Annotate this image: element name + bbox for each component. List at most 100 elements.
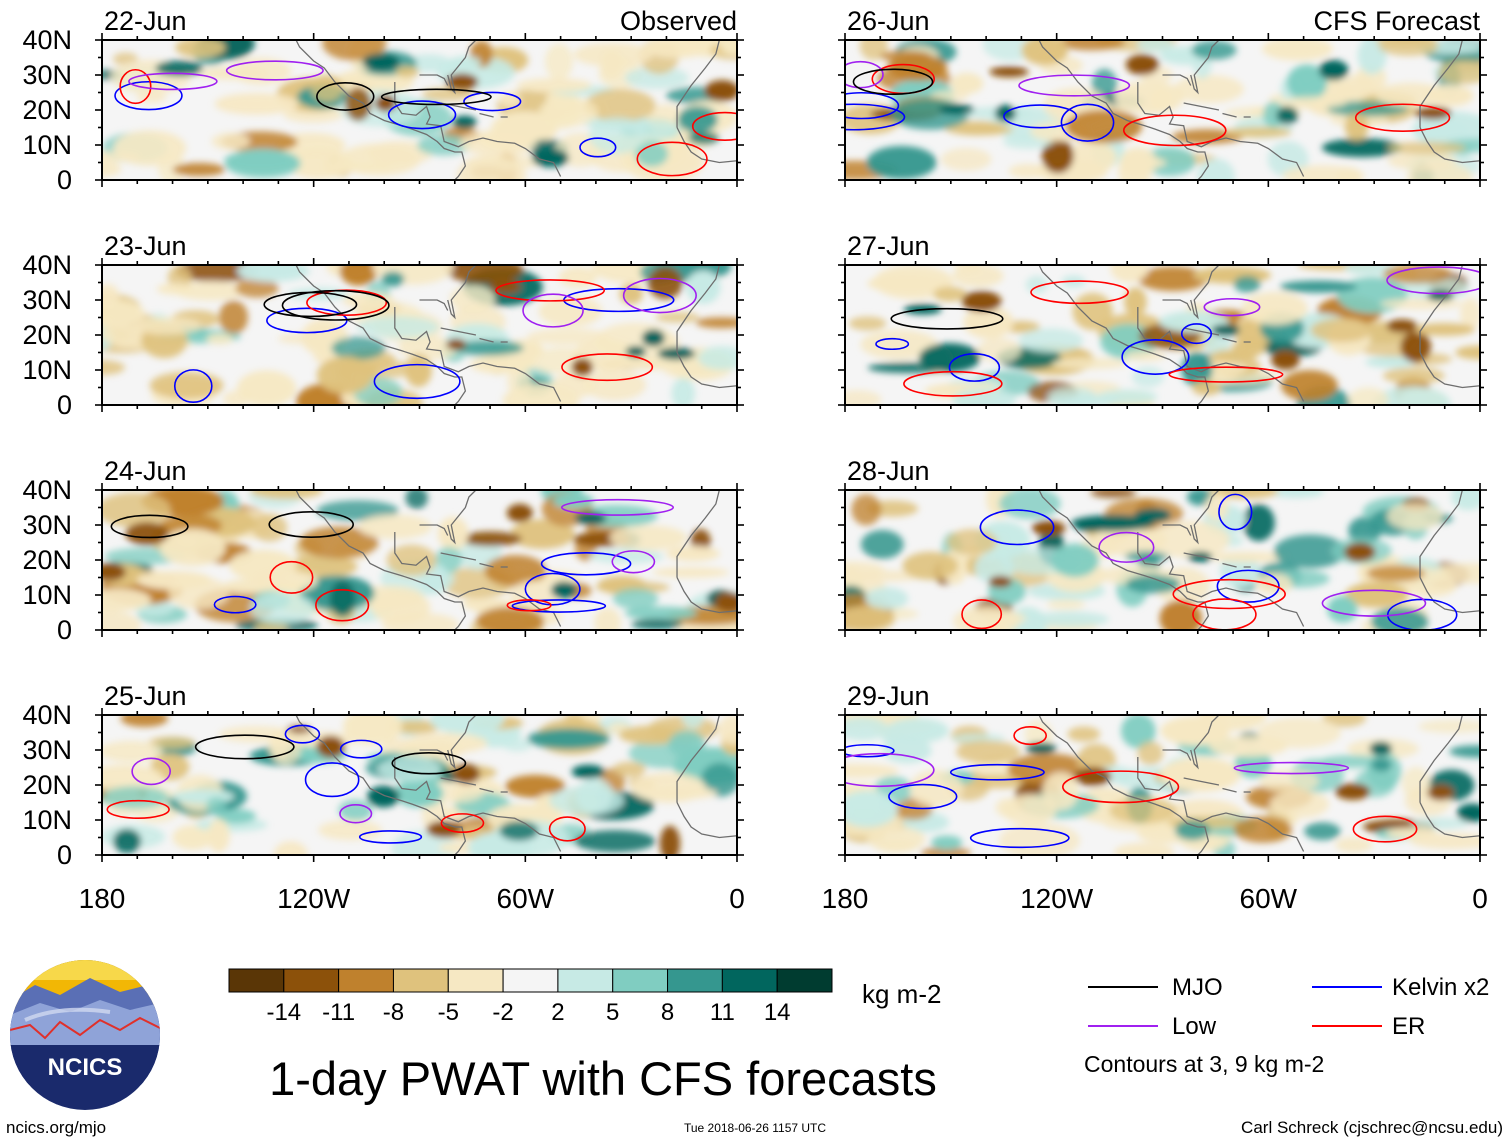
observed-label: Observed xyxy=(620,6,737,36)
colorbar-tick-label: 11 xyxy=(710,999,735,1026)
legend-label-low: Low xyxy=(1172,1013,1217,1040)
lat-tick-label: 40N xyxy=(22,700,72,730)
colorbar-swatch xyxy=(283,968,340,993)
pwat-anomaly-field xyxy=(845,490,1480,630)
panel-date-label: 29-Jun xyxy=(847,681,930,711)
colorbar-swatch xyxy=(776,968,833,993)
panel-28-Jun: 28-Jun xyxy=(838,456,1487,637)
colorbar-tick-label: -8 xyxy=(383,999,404,1026)
lon-tick-label: 180 xyxy=(822,883,869,914)
lon-tick-label: 0 xyxy=(1472,883,1488,914)
ncics-logo: NCICS xyxy=(10,960,160,1110)
forecast-label: CFS Forecast xyxy=(1313,6,1480,36)
lat-tick-label: 40N xyxy=(22,25,72,55)
lon-tick-label: 0 xyxy=(729,883,745,914)
wave-contours xyxy=(114,60,737,177)
panel-25-Jun: 40N 30N 20N 10N 0 25-Jun xyxy=(22,681,744,870)
lat-tick-label: 20N xyxy=(22,545,72,575)
lat-tick-label: 40N xyxy=(22,475,72,505)
colorbar-swatch xyxy=(721,968,778,993)
panel-date-label: 22-Jun xyxy=(104,6,187,36)
colorbar-swatch xyxy=(228,968,285,993)
colorbar-tick-label: 8 xyxy=(661,999,674,1026)
panel-26-Jun: 26-Jun CFS Forecast xyxy=(838,6,1487,187)
panel-date-label: 27-Jun xyxy=(847,231,930,261)
footer-url: ncics.org/mjo xyxy=(6,1118,106,1137)
lat-tick-label: 20N xyxy=(22,95,72,125)
panel-date-label: 24-Jun xyxy=(104,456,187,486)
pwat-anomaly-field xyxy=(102,490,737,630)
panel-27-Jun: 27-Jun xyxy=(838,231,1487,412)
logo-text: NCICS xyxy=(48,1054,123,1081)
lat-tick-label: 30N xyxy=(22,510,72,540)
colorbar-tick-label: -5 xyxy=(438,999,459,1026)
colorbar-swatch xyxy=(447,968,504,993)
lat-tick-label: 0 xyxy=(57,615,72,645)
wave-contours xyxy=(875,266,1480,397)
colorbar-tick-label: -11 xyxy=(322,999,355,1026)
wave-contours xyxy=(106,724,586,844)
colorbar-tick-label: 5 xyxy=(606,999,619,1026)
panel-date-label: 26-Jun xyxy=(847,6,930,36)
colorbar-swatch xyxy=(392,968,449,993)
wave-contours xyxy=(845,726,1418,849)
colorbar-tick-label: -2 xyxy=(492,999,513,1026)
wave-contours xyxy=(845,60,1451,147)
lat-tick-label: 0 xyxy=(57,165,72,195)
footer-credit: Carl Schreck (cjschrec@ncsu.edu) xyxy=(1241,1118,1503,1137)
panel-29-Jun: 29-Jun xyxy=(838,681,1487,862)
coastlines xyxy=(1038,265,1480,405)
lat-tick-label: 10N xyxy=(22,805,72,835)
lat-tick-label: 10N xyxy=(22,580,72,610)
lon-tick-label: 60W xyxy=(497,883,555,914)
coastlines xyxy=(1038,40,1480,180)
lon-tick-label: 120W xyxy=(277,883,351,914)
colorbar-swatch xyxy=(338,968,394,993)
panel-date-label: 28-Jun xyxy=(847,456,930,486)
lat-tick-label: 30N xyxy=(22,735,72,765)
pwat-anomaly-field xyxy=(845,715,1480,855)
lat-tick-label: 10N xyxy=(22,355,72,385)
lat-tick-label: 0 xyxy=(57,840,72,870)
footer-timestamp: Tue 2018-06-26 1157 UTC xyxy=(684,1121,826,1135)
colorbar-swatch xyxy=(612,968,669,993)
lat-tick-label: 20N xyxy=(22,320,72,350)
wave-contours xyxy=(961,493,1458,630)
panel-date-label: 23-Jun xyxy=(104,231,187,261)
chart-title: 1-day PWAT with CFS forecasts xyxy=(269,1052,937,1105)
map-panels: 40N 30N 20N 10N 0 22-Jun Observed 40N 30N 20N 10N 0… xyxy=(22,6,1487,870)
legend-label-mjo: MJO xyxy=(1172,974,1223,1001)
lat-tick-label: 20N xyxy=(22,770,72,800)
legend-label-er: ER xyxy=(1392,1013,1425,1040)
colorbar-swatch xyxy=(557,968,614,993)
lat-tick-label: 30N xyxy=(22,285,72,315)
coastlines xyxy=(295,715,737,855)
legend-label-kelvin: Kelvin x2 xyxy=(1392,974,1489,1001)
colorbar-swatch xyxy=(667,968,723,993)
colorbar: -14 -11 -8 -5 -2 2 5 8 11 14 xyxy=(228,968,833,1026)
pwat-anomaly-field xyxy=(102,40,737,180)
colorbar-tick-label: 2 xyxy=(551,999,564,1026)
lat-tick-label: 10N xyxy=(22,130,72,160)
lon-tick-label: 120W xyxy=(1020,883,1094,914)
wave-contours xyxy=(110,498,675,622)
pwat-anomaly-field xyxy=(102,265,737,405)
units-label: kg m-2 xyxy=(862,979,941,1009)
wave-contours xyxy=(173,277,697,404)
colorbar-swatch xyxy=(502,968,559,993)
panel-22-Jun: 40N 30N 20N 10N 0 22-Jun Observed xyxy=(22,6,744,195)
legend: MJO Kelvin x2 Low ER Contours at 3, 9 kg… xyxy=(1084,974,1489,1077)
panel-23-Jun: 40N 30N 20N 10N 0 23-Jun xyxy=(22,231,744,420)
lat-tick-label: 0 xyxy=(57,390,72,420)
lon-tick-label: 60W xyxy=(1240,883,1298,914)
colorbar-tick-label: -14 xyxy=(266,999,301,1026)
contour-note: Contours at 3, 9 kg m-2 xyxy=(1084,1051,1324,1077)
panel-date-label: 25-Jun xyxy=(104,681,187,711)
lat-tick-label: 40N xyxy=(22,250,72,280)
colorbar-tick-label: 14 xyxy=(764,999,791,1026)
lon-tick-label: 180 xyxy=(79,883,126,914)
lat-tick-label: 30N xyxy=(22,60,72,90)
panel-24-Jun: 40N 30N 20N 10N 0 24-Jun xyxy=(22,456,744,645)
longitude-axes: 180 120W 60W 0 180 120W 60W 0 xyxy=(79,883,1488,914)
